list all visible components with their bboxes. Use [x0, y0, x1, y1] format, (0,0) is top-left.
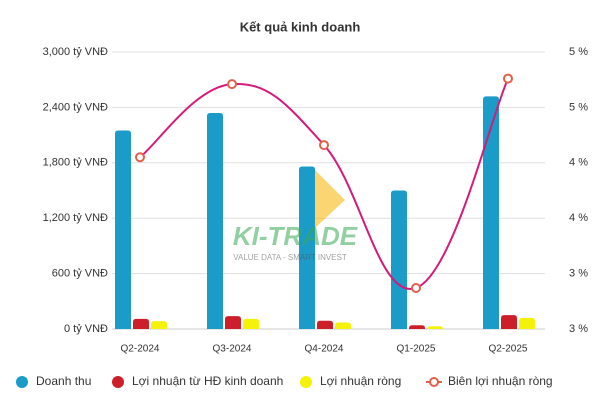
watermark-title: KI-TRADE — [233, 221, 358, 251]
y2-tick-label: 4 % — [569, 157, 588, 169]
y2-tick-label: 3 % — [569, 323, 588, 335]
bar — [427, 326, 443, 330]
bar — [243, 318, 259, 329]
line-marker — [503, 73, 513, 84]
y-tick-label: 1,800 tỷ VNĐ — [43, 157, 108, 169]
y-tick-label: 3,000 tỷ VNĐ — [43, 46, 108, 58]
y2-tick-label: 4 % — [569, 212, 588, 224]
bar — [483, 96, 499, 329]
bar — [391, 190, 407, 329]
line-marker — [135, 152, 145, 163]
x-tick-label: Q2-2025 — [489, 344, 528, 355]
y-tick-label: 600 tỷ VNĐ — [52, 268, 108, 280]
bar — [409, 325, 425, 329]
x-tick-label: Q4-2024 — [305, 344, 344, 355]
bar — [519, 317, 535, 329]
bar — [299, 166, 315, 329]
y2-tick-label: 5 % — [569, 46, 588, 58]
line-marker — [227, 79, 237, 90]
bar — [151, 321, 167, 329]
line — [139, 78, 509, 290]
watermark-subtitle: VALUE DATA - SMART INVEST — [233, 253, 347, 262]
legend-label: Biên lợi nhuận ròng — [448, 374, 553, 388]
legend-label: Lợi nhuận từ HĐ kinh doanh — [132, 374, 283, 388]
legend-label: Doanh thu — [36, 374, 91, 388]
legend-label: Lợi nhuận ròng — [320, 374, 401, 388]
x-tick-label: Q3-2024 — [213, 344, 252, 355]
y-tick-label: 1,200 tỷ VNĐ — [43, 212, 108, 224]
line-marker — [411, 283, 421, 294]
bar — [225, 316, 241, 329]
legend-swatch — [16, 376, 28, 388]
x-tick-label: Q1-2025 — [397, 344, 436, 355]
watermark-logo — [315, 170, 345, 228]
legend-swatch — [112, 376, 124, 388]
watermark: KI-TRADE VALUE DATA - SMART INVEST — [233, 170, 358, 262]
y2-tick-label: 3 % — [569, 268, 588, 280]
y-tick-label: 2,400 tỷ VNĐ — [43, 101, 108, 113]
bar — [501, 315, 517, 329]
y2-tick-label: 5 % — [569, 101, 588, 113]
bar — [207, 112, 223, 329]
line-marker — [319, 140, 329, 151]
bar — [133, 318, 149, 329]
chart-title: Kết quả kinh doanh — [240, 19, 361, 34]
x-tick-label: Q2-2024 — [121, 344, 160, 355]
bar — [335, 322, 351, 329]
bar — [115, 130, 131, 329]
legend-swatch — [429, 377, 439, 387]
y-tick-label: 0 tỷ VNĐ — [64, 323, 108, 335]
legend-swatch — [300, 376, 312, 388]
bar — [317, 320, 333, 329]
